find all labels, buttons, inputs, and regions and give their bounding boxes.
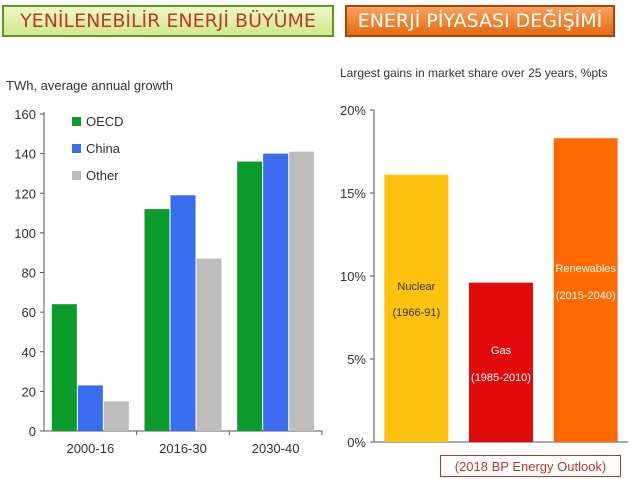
source-note: (2018 BP Energy Outlook) <box>440 455 621 477</box>
bar-oecd-2000-16 <box>51 304 77 431</box>
y-tick-label: 0 <box>29 424 36 439</box>
legend-label-other: Other <box>86 168 119 183</box>
bar-label-name-gas: Gas <box>491 345 512 357</box>
y-tick-label: 120 <box>14 186 36 201</box>
bar-label-name-renewables: Renewables <box>555 263 616 275</box>
bar-label-name-nuclear: Nuclear <box>397 281 435 293</box>
y-tick-label: 5% <box>347 352 366 367</box>
legend-label-oecd: OECD <box>86 114 124 129</box>
bar-china-2000-16 <box>77 385 103 431</box>
left-title-text: YENİLENEBİLİR ENERJİ BÜYÜME <box>20 10 316 32</box>
left-title-banner: YENİLENEBİLİR ENERJİ BÜYÜME <box>2 5 334 37</box>
bar-renewables <box>553 138 618 442</box>
bar-oecd-2030-40 <box>237 161 263 432</box>
bar-oecd-2016-30 <box>144 209 170 431</box>
y-tick-label: 100 <box>14 226 36 241</box>
legend-swatch-other <box>72 171 81 180</box>
y-tick-label: 15% <box>340 186 366 201</box>
legend-swatch-china <box>72 144 81 153</box>
y-tick-label: 40 <box>22 345 36 360</box>
y-tick-label: 20 <box>22 384 36 399</box>
chart-title: Largest gains in market share over 25 ye… <box>340 66 607 80</box>
y-tick-label: 0% <box>347 435 366 450</box>
bar-china-2016-30 <box>170 195 196 431</box>
bar-other-2016-30 <box>196 258 222 431</box>
x-tick-label: 2030-40 <box>252 441 300 456</box>
bar-nuclear <box>384 174 449 443</box>
y-tick-label: 20% <box>340 103 366 118</box>
bar-gas <box>469 282 533 442</box>
x-tick-label: 2000-16 <box>66 441 114 456</box>
bar-label-period-gas: (1985-2010) <box>471 372 531 384</box>
y-tick-label: 80 <box>22 266 36 281</box>
y-tick-label: 60 <box>22 305 36 320</box>
right-title-text: ENERJİ PİYASASI DEĞİŞİMİ <box>357 10 603 32</box>
right-title-banner: ENERJİ PİYASASI DEĞİŞİMİ <box>345 5 615 37</box>
bar-other-2030-40 <box>289 151 315 432</box>
legend-swatch-oecd <box>72 117 81 126</box>
source-note-text: (2018 BP Energy Outlook) <box>454 458 607 474</box>
renewable-growth-chart: TWh, average annual growth 0 20 40 60 80 100 12… <box>6 78 323 456</box>
bar-other-2000-16 <box>103 401 129 431</box>
bar-label-period-renewables: (2015-2040) <box>556 290 616 302</box>
y-tick-label: 10% <box>340 269 366 284</box>
y-tick-label: 160 <box>14 107 36 122</box>
bar-label-period-nuclear: (1966-91) <box>392 307 440 319</box>
legend-label-china: China <box>86 141 121 156</box>
x-tick-label: 2016-30 <box>159 441 207 456</box>
y-axis-label: TWh, average annual growth <box>6 78 173 93</box>
y-tick-label: 140 <box>14 147 36 162</box>
bar-china-2030-40 <box>263 153 289 431</box>
